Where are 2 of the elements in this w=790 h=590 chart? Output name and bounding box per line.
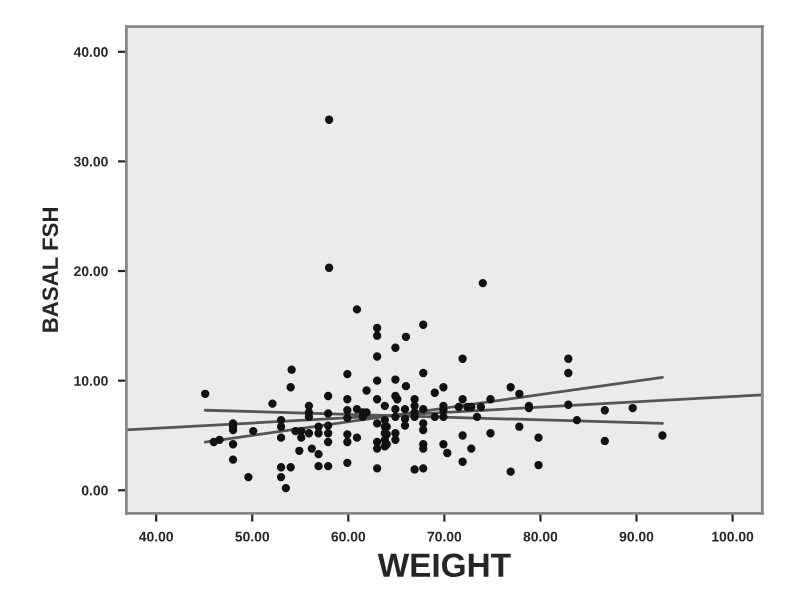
- y-axis-title: BASAL FSH: [42, 208, 59, 332]
- x-axis-title: WEIGHT: [377, 553, 511, 578]
